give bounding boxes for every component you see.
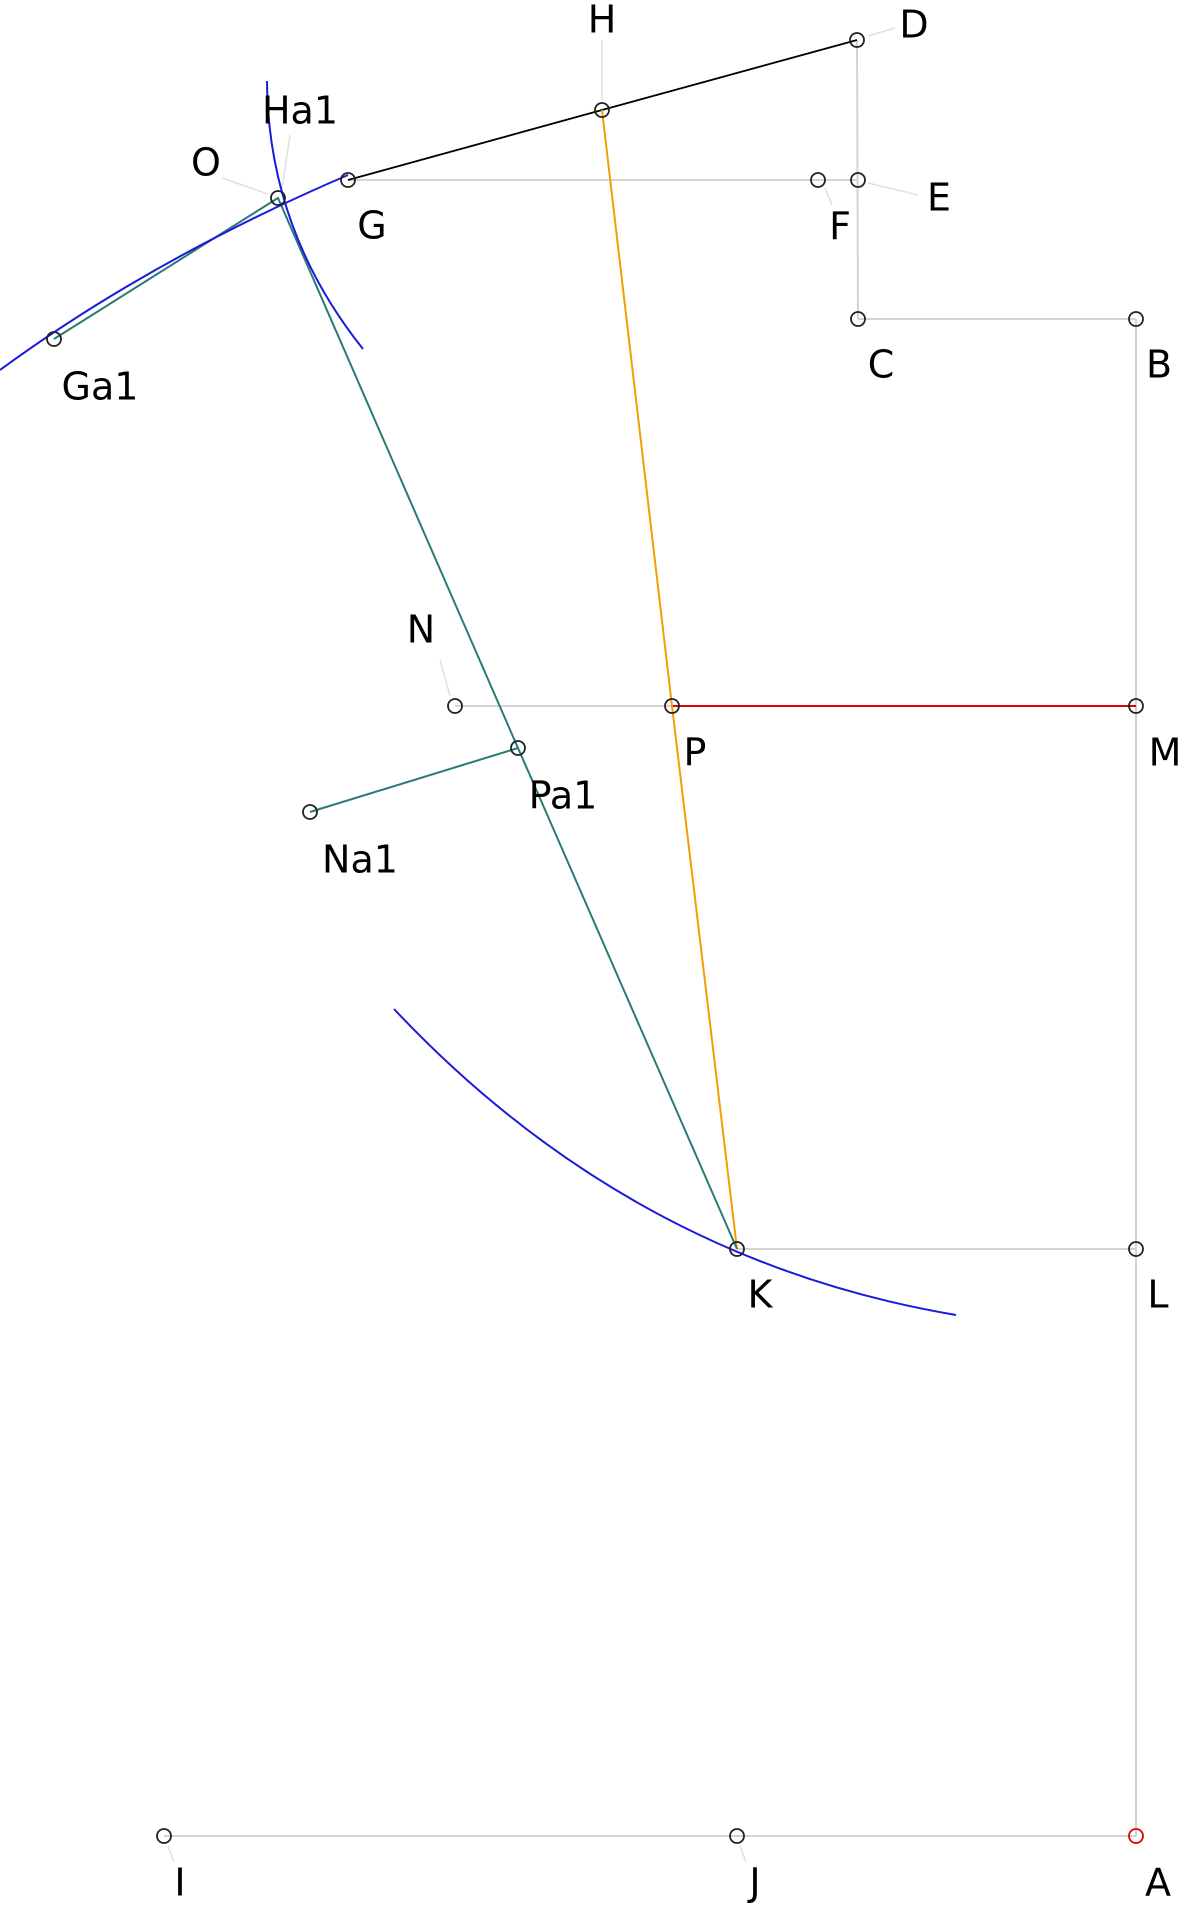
point-label: O [191,141,221,185]
point-label: B [1146,343,1172,387]
point-label: Na1 [322,838,398,882]
point-label: A [1145,1861,1171,1905]
construction-lines [164,27,1137,1863]
point-label: G [357,204,386,248]
point-label: Pa1 [529,774,598,818]
point-label: N [407,608,435,652]
point-label: P [684,731,707,775]
point-label: L [1147,1273,1168,1317]
point-label: J [747,1861,760,1905]
labels: D H Ha1 O G F E C B Ga1 N P M Pa1 Na1 K … [62,0,1182,1905]
point-label: F [829,205,851,249]
point-label: I [174,1861,185,1905]
point-label: M [1149,731,1182,775]
points [46,32,1144,1844]
point-label: Ga1 [62,365,139,409]
point-label: D [899,3,928,47]
point-label: H [588,0,617,42]
point-label: K [748,1273,774,1317]
point-label: Ha1 [262,89,338,133]
pattern-lines [0,39,1136,1316]
point-label: E [927,176,951,220]
point-label: C [868,343,895,387]
